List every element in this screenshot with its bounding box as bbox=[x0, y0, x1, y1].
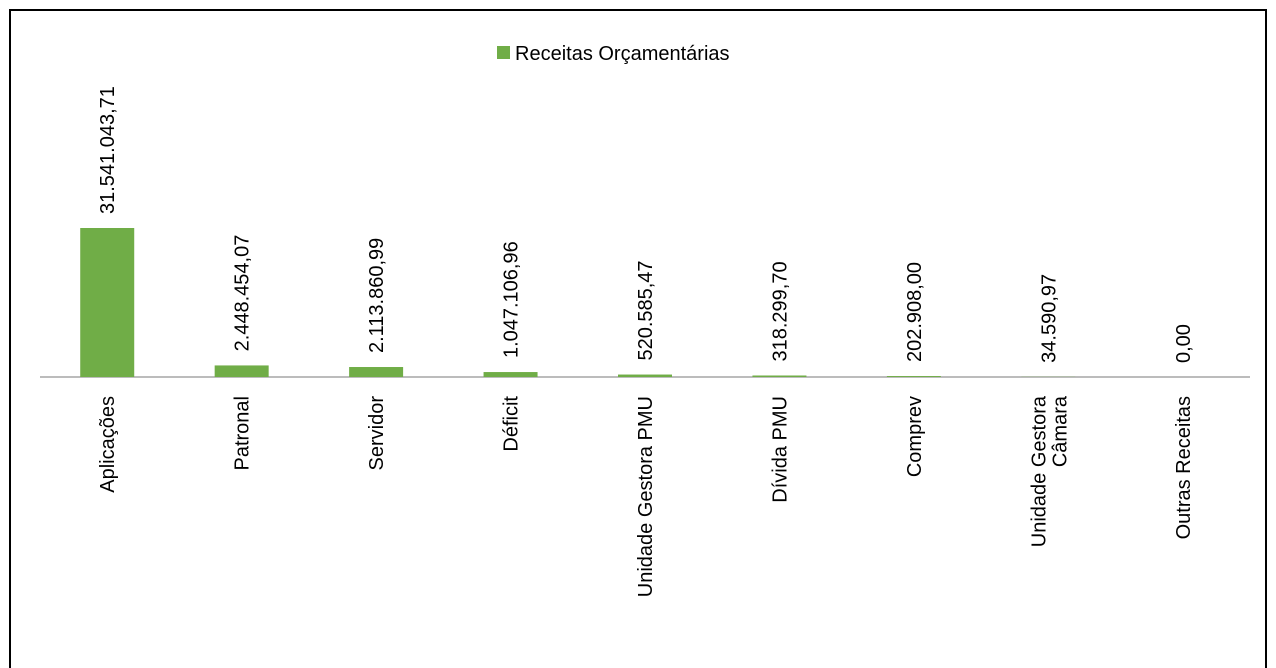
x-tick-label: Unidade GestoraCâmara bbox=[1028, 395, 1071, 547]
chart-frame bbox=[9, 9, 1267, 668]
value-label: 2.113.860,99 bbox=[366, 238, 388, 353]
value-label: 31.541.043,71 bbox=[97, 86, 119, 214]
bar bbox=[349, 367, 404, 377]
x-tick-label: Unidade Gestora PMU bbox=[635, 396, 657, 597]
x-tick-label: Dívida PMU bbox=[769, 396, 791, 503]
value-label: 202.908,00 bbox=[904, 262, 926, 362]
bar bbox=[752, 375, 807, 377]
value-label: 318.299,70 bbox=[769, 261, 791, 361]
bar bbox=[618, 374, 672, 377]
value-label: 0,00 bbox=[1173, 324, 1195, 363]
value-label: 520.585,47 bbox=[635, 260, 657, 360]
x-tick-label: Déficit bbox=[501, 396, 523, 452]
legend-label: Receitas Orçamentárias bbox=[515, 43, 730, 65]
x-tick-label: Comprev bbox=[904, 396, 926, 477]
value-label: 1.047.106,96 bbox=[501, 241, 523, 358]
value-label: 2.448.454,07 bbox=[232, 235, 254, 352]
x-tick-label: Outras Receitas bbox=[1173, 396, 1195, 539]
bar bbox=[214, 365, 269, 377]
bar bbox=[886, 376, 941, 377]
x-tick-label: Patronal bbox=[232, 396, 254, 471]
value-label: 34.590,97 bbox=[1038, 274, 1060, 363]
bar bbox=[80, 228, 135, 377]
x-tick-label: Servidor bbox=[366, 396, 388, 471]
x-tick-label: Aplicações bbox=[97, 396, 119, 493]
legend-swatch bbox=[497, 46, 510, 59]
bar bbox=[483, 372, 538, 377]
